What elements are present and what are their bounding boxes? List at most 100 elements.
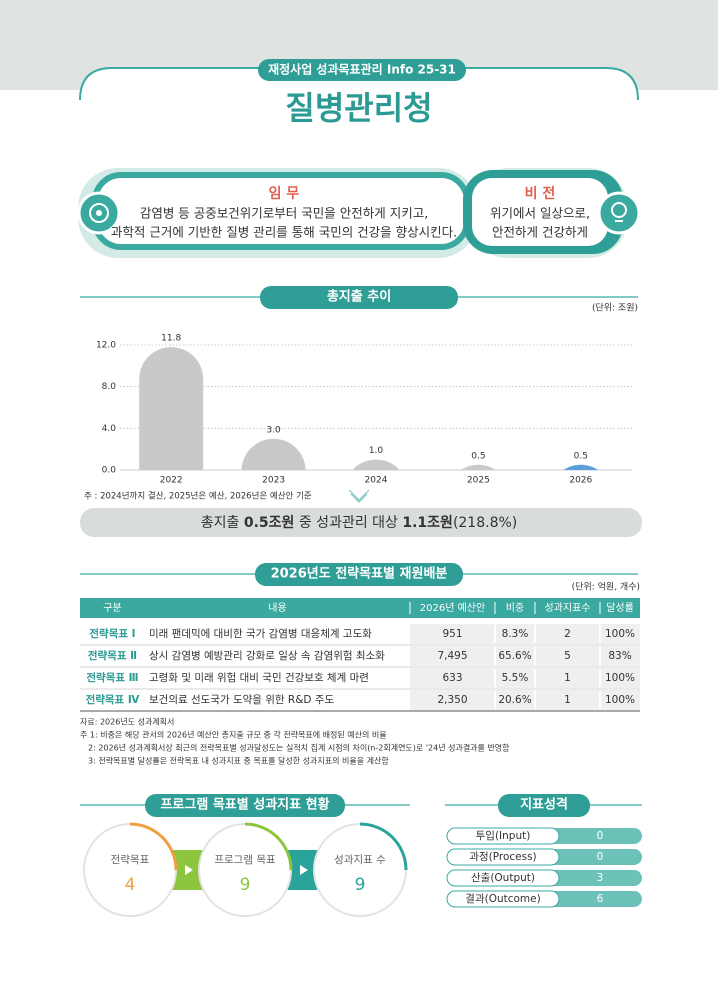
table-header: 구분: [103, 602, 121, 614]
mission-label: 임 무: [269, 186, 300, 202]
row-stripe: [410, 624, 640, 644]
table-cell: 2: [564, 628, 571, 640]
table-cell: 전략목표 Ⅱ: [88, 649, 137, 662]
bulb-icon: [597, 191, 641, 235]
section-pill: [498, 794, 590, 817]
indicator-value: 3: [597, 872, 604, 884]
value-label: 11.8: [161, 334, 181, 344]
indicator-label: 결과(Outcome): [465, 893, 540, 905]
table-header: 달성률: [606, 602, 634, 614]
table-cell: 상시 감염병 예방관리 강화로 일상 속 감염위험 최소화: [149, 649, 385, 662]
table-cell: 20.6%: [498, 694, 531, 706]
row-stripe: [410, 668, 640, 688]
indicator-label-bg: [446, 869, 560, 887]
table-header-bg: [80, 598, 640, 618]
table-cell: 전략목표 Ⅰ: [89, 627, 135, 640]
table-cell: 8.3%: [502, 628, 529, 640]
table-cell: 951: [442, 628, 462, 640]
note: 주 1: 비중은 해당 관서의 2026년 예산안 총지출 규모 중 각 전략목…: [80, 730, 387, 740]
section-title: 2026년도 전략목표별 재원배분: [271, 566, 448, 582]
indicator-value-bg: [540, 891, 642, 907]
bulb-icon-glass: [611, 202, 627, 218]
y-tick-label: 8.0: [102, 382, 117, 392]
chart-note: 주 : 2024년까지 결산, 2025년은 예산, 2026년은 예산안 기준: [84, 491, 312, 502]
indicator-label: 투입(Input): [476, 829, 531, 842]
table-cell: 전략목표 Ⅳ: [86, 693, 140, 706]
indicator-value: 6: [597, 893, 604, 905]
table-cell: 100%: [605, 694, 635, 706]
flow-arrow: [300, 865, 308, 875]
value-label: 0.5: [471, 451, 485, 461]
tag: 재정사업 성과목표관리 Info 25-31: [268, 62, 456, 77]
bar: [352, 459, 400, 470]
x-tick-label: 2022: [160, 476, 183, 486]
x-tick-label: 2024: [365, 476, 388, 486]
table-unit: (단위: 억원, 개수): [572, 581, 640, 593]
indicator-value: 0: [597, 851, 604, 863]
table-header: 비중: [506, 602, 524, 614]
program-arc: [244, 822, 293, 871]
indicator-value-bg: [540, 870, 642, 886]
value-label: 0.5: [574, 451, 588, 461]
table-cell: 633: [442, 672, 462, 684]
indicator-label: 산출(Output): [471, 872, 535, 884]
summary-part: 0.5조원: [244, 515, 295, 531]
indicator-value: 0: [597, 830, 604, 842]
vision-inner: [472, 178, 608, 246]
summary-bar: [80, 508, 642, 537]
program-value: 9: [240, 875, 251, 895]
table-cell: 65.6%: [498, 650, 531, 662]
x-tick-label: 2023: [262, 476, 285, 486]
y-tick-label: 12.0: [96, 341, 116, 351]
table-header: 2026년 예산안: [420, 602, 485, 614]
row-stripe: [410, 646, 640, 666]
table-cell: 100%: [605, 628, 635, 640]
indicator-label-bg: [446, 890, 560, 908]
target-icon-dot: [96, 210, 102, 216]
target-icon-ring: [89, 203, 109, 223]
y-tick-label: 0.0: [102, 466, 117, 476]
table-cell: 미래 팬데믹에 대비한 국가 감염병 대응체계 고도화: [149, 628, 372, 640]
table-cell: 2,350: [437, 694, 467, 706]
section-title: 지표성격: [520, 798, 568, 813]
program-label: 성과지표 수: [334, 854, 386, 866]
section-pill: [255, 563, 463, 586]
tag-pill: [258, 59, 466, 81]
flow-arrow: [185, 865, 193, 875]
program-label: 전략목표: [111, 854, 150, 866]
program-flow: 전략목표 4 프로그램 목표 9 성과지표 수 9: [83, 822, 408, 917]
indicator-value-bg: [540, 849, 642, 865]
table-cell: 5.5%: [502, 672, 529, 684]
table-cell: 83%: [608, 650, 631, 662]
table-cell: 전략목표 Ⅲ: [86, 671, 138, 684]
x-tick-label: 2026: [569, 476, 592, 486]
table-cell: 5: [564, 650, 571, 662]
indicator-table: 투입(Input) 0 과정(Process) 0 산출(Output) 3 결과(Outc…: [446, 827, 642, 908]
chevron: [348, 489, 370, 503]
table-cell: 보건의료 선도국가 도약을 위한 R&D 주도: [149, 693, 334, 706]
x-tick-label: 2025: [467, 476, 490, 486]
mission-line: 과학적 근거에 기반한 질병 관리를 통해 국민의 건강을 향상시킨다.: [111, 225, 457, 240]
note: 3: 전략목표별 달성률은 전략목표 내 성과지표 중 목표를 달성한 성과지표…: [88, 756, 389, 766]
mission-line: 감염병 등 공중보건위기로부터 국민을 안전하게 지키고,: [140, 206, 428, 221]
indicator-label-bg: [446, 827, 560, 845]
note: 자료: 2026년도 성과계획서: [80, 717, 174, 727]
program-arc: [359, 822, 408, 871]
program-value: 9: [355, 875, 366, 895]
bar: [241, 438, 306, 470]
summary-part: 중 성과관리 대상: [294, 515, 402, 531]
table-cell: 1: [564, 694, 571, 706]
vision-line: 안전하게 건강하게: [492, 225, 588, 240]
summary: 총지출 0.5조원 중 성과관리 대상 1.1조원(218.8%): [201, 515, 518, 531]
summary-part: 총지출: [201, 515, 244, 531]
y-tick-label: 4.0: [102, 424, 117, 434]
section-title: 프로그램 목표별 성과지표 현황: [160, 797, 329, 813]
table-header: 성과지표수: [545, 602, 591, 614]
program-value: 4: [125, 875, 136, 895]
indicator-label: 과정(Process): [469, 851, 536, 863]
table-cell: 1: [564, 672, 571, 684]
note: 2: 2026년 성과계획서상 최근의 전략목표별 성과달성도는 실적치 집계 …: [88, 743, 510, 753]
